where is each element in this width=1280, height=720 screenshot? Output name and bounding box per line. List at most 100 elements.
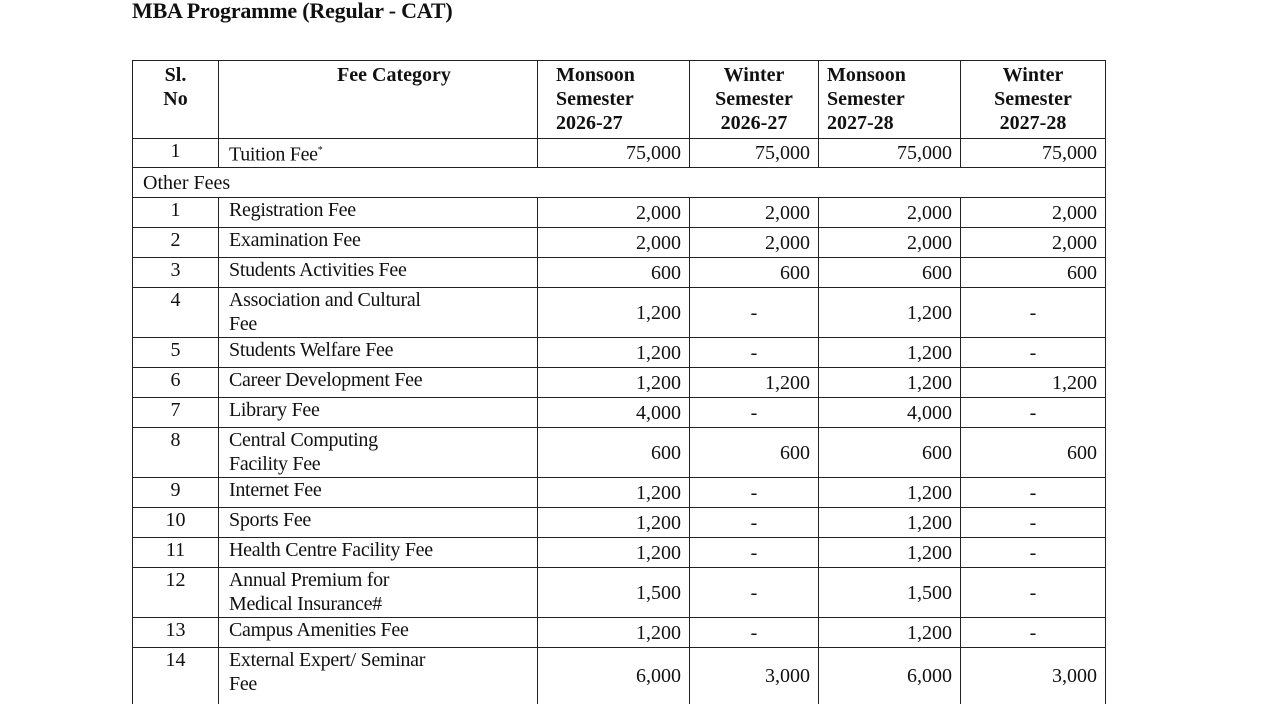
table-row: 5 Students Welfare Fee 1,200-1,200- [132,337,1106,368]
value-cell: 75,000 [537,138,690,168]
value-cell: 600 [537,257,690,288]
value-cell: 2,000 [689,227,819,258]
header-fee-category: Fee Category [218,60,538,139]
table-row: 7 Library Fee 4,000-4,000- [132,397,1106,428]
value-cell: 1,200 [818,507,961,538]
fee-name-cell: Central Computing Facility Fee [218,427,538,478]
table-row: 12 Annual Premium for Medical Insurance# 1,… [132,567,1106,618]
value-cell: 1,200 [960,367,1106,398]
fee-name-cell: Health Centre Facility Fee [218,537,538,568]
sl-cell: 14 [132,647,219,704]
value-cell: 1,200 [818,537,961,568]
sl-cell: 11 [132,537,219,568]
value-cell: - [689,567,819,618]
sl-cell: 13 [132,617,219,648]
header-row: Sl. No Fee Category Monsoon Semester 2026-2… [132,60,1106,139]
other-fees-label: Other Fees [132,167,1106,198]
fee-name-cell: Examination Fee [218,227,538,258]
value-cell: 1,200 [818,477,961,508]
value-cell: 1,200 [818,287,961,338]
value-cell: 2,000 [818,197,961,228]
sl-cell: 6 [132,367,219,398]
table-row: 14 External Expert/ Seminar Fee 6,000 3,000 6… [132,647,1106,704]
sl-cell: 1 [132,138,219,168]
value-cell: 1,200 [537,287,690,338]
header-col-4: Winter Semester 2027-28 [960,60,1106,139]
sl-cell: 1 [132,197,219,228]
value-cell: - [689,537,819,568]
value-cell: 75,000 [818,138,961,168]
fee-name-cell: Internet Fee [218,477,538,508]
value-cell: 3,000 [689,647,819,704]
fee-name-cell: Students Welfare Fee [218,337,538,368]
sl-cell: 9 [132,477,219,508]
value-cell: 1,200 [537,507,690,538]
value-cell: - [960,397,1106,428]
value-cell: 1,200 [537,617,690,648]
header-sl: Sl. No [132,60,219,139]
value-cell: - [689,477,819,508]
other-fees-row: Other Fees [132,167,1106,198]
value-cell: 6,000 [537,647,690,704]
value-cell: - [689,287,819,338]
sl-cell: 12 [132,567,219,618]
value-cell: 600 [689,257,819,288]
value-cell: - [960,537,1106,568]
value-cell: - [689,337,819,368]
value-cell: 1,200 [818,617,961,648]
fee-name-cell: Registration Fee [218,197,538,228]
value-cell: 600 [537,427,690,478]
value-cell: 600 [689,427,819,478]
value-cell: 600 [960,257,1106,288]
fee-name-cell: Annual Premium for Medical Insurance# [218,567,538,618]
fee-name-cell: External Expert/ Seminar Fee [218,647,538,704]
table-row: 11 Health Centre Facility Fee 1,200-1,200- [132,537,1106,568]
value-cell: - [689,617,819,648]
sl-cell: 3 [132,257,219,288]
table-row: 6 Career Development Fee 1,200 1,200 1,200 1,… [132,367,1106,398]
fee-name-cell: Career Development Fee [218,367,538,398]
value-cell: - [960,287,1106,338]
header-col-1: Monsoon Semester 2026-27 [537,60,690,139]
value-cell: - [960,617,1106,648]
fee-name-cell: Library Fee [218,397,538,428]
page-title: MBA Programme (Regular - CAT) [132,0,453,23]
value-cell: 600 [960,427,1106,478]
fee-table: Sl. No Fee Category Monsoon Semester 2026-2… [132,60,1106,704]
sl-cell: 2 [132,227,219,258]
value-cell: - [689,397,819,428]
value-cell: - [960,337,1106,368]
value-cell: 2,000 [818,227,961,258]
value-cell: 2,000 [537,227,690,258]
value-cell: 1,500 [537,567,690,618]
value-cell: 1,500 [818,567,961,618]
value-cell: - [960,507,1106,538]
value-cell: - [960,567,1106,618]
value-cell: 1,200 [818,337,961,368]
value-cell: 3,000 [960,647,1106,704]
table-row: 4 Association and Cultural Fee 1,200-1,200- [132,287,1106,338]
table-row: 3 Students Activities Fee 600 600 600 600 [132,257,1106,288]
value-cell: 2,000 [960,197,1106,228]
table-row: 9 Internet Fee 1,200-1,200- [132,477,1106,508]
sl-cell: 4 [132,287,219,338]
fee-name-cell: Campus Amenities Fee [218,617,538,648]
sl-cell: 7 [132,397,219,428]
value-cell: 1,200 [818,367,961,398]
value-cell: 2,000 [960,227,1106,258]
table-row: 10 Sports Fee 1,200-1,200- [132,507,1106,538]
fee-name-cell: Students Activities Fee [218,257,538,288]
value-cell: 75,000 [689,138,819,168]
value-cell: - [689,507,819,538]
tuition-row: 1 Tuition Fee* 75,000 75,000 75,000 75,0… [132,138,1106,168]
value-cell: 6,000 [818,647,961,704]
header-col-2: Winter Semester 2026-27 [689,60,819,139]
sl-cell: 8 [132,427,219,478]
value-cell: 1,200 [689,367,819,398]
sl-cell: 10 [132,507,219,538]
value-cell: 1,200 [537,367,690,398]
fee-name-cell: Tuition Fee* [218,138,538,168]
value-cell: 1,200 [537,477,690,508]
value-cell: 2,000 [537,197,690,228]
fee-name-cell: Association and Cultural Fee [218,287,538,338]
